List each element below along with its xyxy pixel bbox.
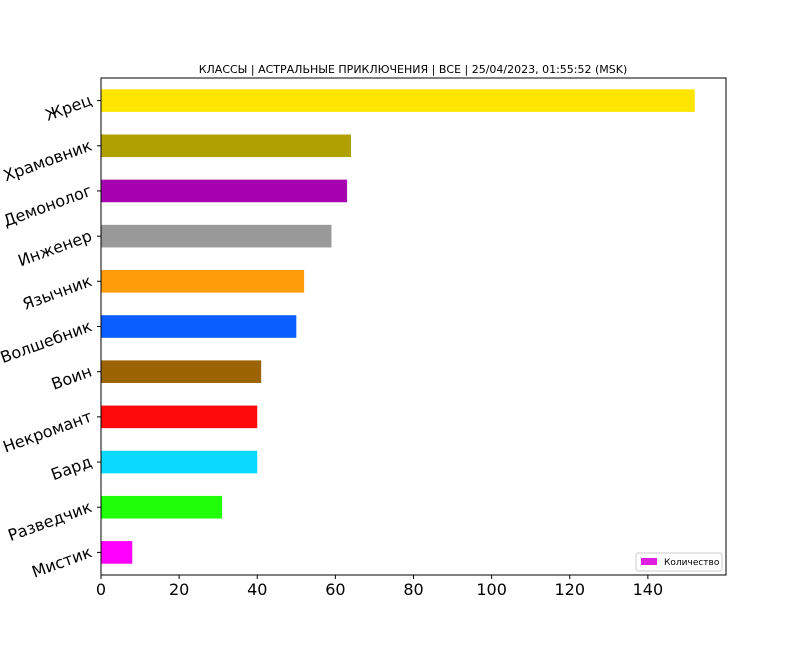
bar-6	[101, 315, 297, 338]
legend-label: Количество	[664, 558, 720, 568]
y-tick-label: Бард	[48, 452, 94, 484]
x-tick-label: 60	[325, 580, 345, 599]
y-tick-label: Волшебник	[0, 316, 95, 367]
bar-4	[101, 224, 332, 248]
x-tick-label: 40	[247, 580, 267, 599]
y-tick-label: Храмовник	[1, 136, 95, 186]
y-tick-label: Жрец	[43, 90, 95, 124]
bar-2	[101, 134, 351, 158]
bars-group	[101, 89, 695, 564]
bar-8	[101, 405, 258, 429]
legend-box	[635, 552, 723, 572]
y-tick-label: Инженер	[15, 226, 94, 270]
y-tick-label: Демонолог	[1, 181, 95, 231]
bar-10	[101, 495, 223, 519]
legend: Количество	[635, 552, 723, 572]
y-tick-label: Разведчик	[5, 497, 94, 545]
x-tick-label: 140	[633, 580, 664, 599]
x-tick-label: 120	[554, 580, 585, 599]
y-tick-label: Мистик	[29, 542, 94, 581]
bar-7	[101, 360, 262, 383]
y-tick-label: Некромант	[0, 407, 94, 457]
chart-title: КЛАССЫ | АСТРАЛЬНЫЕ ПРИКЛЮЧЕНИЯ | ВСЕ | …	[199, 63, 628, 76]
bar-9	[101, 450, 258, 474]
bar-1	[101, 89, 695, 112]
y-axis: Жрец ХрамовникДемонологИнженерЯзычникВолш…	[0, 90, 101, 582]
bar-11	[101, 541, 133, 564]
x-tick-label: 0	[96, 580, 106, 599]
legend-swatch	[641, 558, 657, 565]
bar-3	[101, 179, 348, 203]
y-tick-label: Воин	[49, 362, 95, 394]
x-tick-label: 80	[403, 580, 423, 599]
y-tick-label: Язычник	[20, 271, 95, 314]
x-tick-label: 100	[476, 580, 507, 599]
x-tick-label: 20	[169, 580, 189, 599]
x-axis: 0 20 40 60 80 100 120 140	[96, 575, 663, 599]
bar-5	[101, 270, 305, 293]
